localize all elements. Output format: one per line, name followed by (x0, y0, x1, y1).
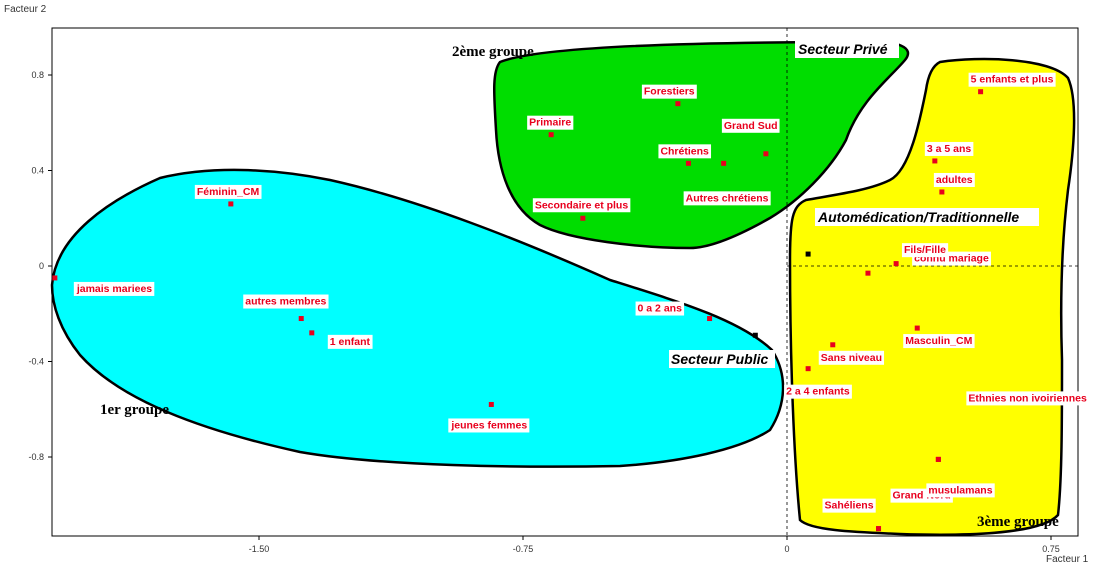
data-point-label: 0 a 2 ans (638, 303, 683, 315)
secteur-prive-label: Secteur Privé (798, 41, 888, 57)
data-point-label-bg (924, 141, 974, 156)
data-point-marker (893, 261, 899, 267)
data-point-label-bg (903, 334, 975, 349)
data-point-marker (580, 215, 586, 221)
data-points: Forestiers Primaire Grand Sud Chrétiens Autr… (52, 72, 1089, 532)
data-point-label-bg (658, 144, 712, 159)
data-point-label: autres membres (245, 296, 326, 308)
data-point-marker (805, 366, 811, 372)
data-point-label-bg (784, 384, 852, 399)
data-point-label-bg (926, 483, 995, 498)
data-point-label: Primaire (529, 117, 571, 129)
data-point-marker (914, 325, 920, 331)
data-point-marker (228, 201, 234, 207)
data-point-label: Fils/Fille (904, 244, 946, 256)
group-3-region (788, 57, 1076, 536)
data-point-label: 5 enfants et plus (971, 74, 1054, 86)
data-point-marker (675, 101, 681, 107)
data-point-marker (935, 456, 941, 462)
data-point-marker (932, 158, 938, 164)
data-point-marker (865, 270, 871, 276)
data-point-label-bg (822, 498, 876, 513)
group-2-label: 2ème groupe (452, 44, 534, 60)
data-point-label: adultes (936, 174, 973, 186)
data-point-marker (721, 160, 727, 166)
secteur-public-box: Secteur Public (669, 350, 775, 368)
data-point-label: Secondaire et plus (535, 199, 629, 211)
y-tick-label: -0.8 (28, 452, 44, 462)
data-point-marker (763, 151, 769, 157)
data-point-marker (309, 330, 315, 336)
data-point-marker (830, 342, 836, 348)
data-point-label: jeunes femmes (450, 419, 527, 431)
group-1-region (50, 168, 785, 468)
data-point-label: Ethnies non ivoiriennes (968, 392, 1087, 404)
automedication-label: Automédication/Traditionnelle (817, 209, 1019, 225)
x-tick-label: 0 (784, 544, 789, 554)
data-point-label: Grand Sud (724, 120, 778, 132)
data-point-label: jamais mariees (76, 283, 152, 295)
data-point-marker (805, 251, 811, 257)
data-point-label: Sans niveau (821, 352, 882, 364)
data-point-label: Sahéliens (825, 500, 874, 512)
data-point-marker (978, 89, 984, 95)
data-point-marker (752, 332, 758, 338)
data-point-label-bg (448, 418, 530, 433)
data-point-marker (939, 189, 945, 195)
data-point-label-bg (933, 172, 975, 187)
data-point-label-bg (327, 334, 373, 349)
data-point-label: Autres chrétiens (686, 192, 769, 204)
data-point-label: Masculin_CM (905, 335, 972, 347)
data-point-marker (685, 160, 691, 166)
data-point-marker (876, 526, 882, 532)
data-point-label-bg (683, 191, 771, 206)
y-tick-label: 0.8 (31, 70, 44, 80)
data-point-label-bg (73, 281, 155, 296)
data-point-label-bg (818, 350, 885, 365)
data-point-marker (488, 401, 494, 407)
group-3-label: 3ème groupe (977, 514, 1059, 530)
data-point-label: 1 enfant (330, 336, 371, 348)
x-axis-label: Facteur 1 (1046, 554, 1089, 565)
data-point-label: musulamans (928, 484, 992, 496)
data-point-marker (707, 316, 713, 322)
x-tick-label: -0.75 (513, 544, 534, 554)
data-point-label: 3 a 5 ans (927, 143, 972, 155)
x-tick-label: -1.50 (249, 544, 270, 554)
data-point-label-bg (968, 72, 1056, 87)
data-point-label: 2 a 4 enfants (786, 386, 850, 398)
y-tick-label: -0.4 (28, 357, 44, 367)
data-point-label-bg (243, 294, 329, 309)
secteur-prive-box: Secteur Privé (795, 40, 899, 58)
y-axis-label: Facteur 2 (4, 4, 47, 15)
axis-ticks: -1.50 -0.75 0 0.75 0.8 0.4 0 -0.4 -0.8 (28, 70, 1059, 554)
data-point-label: Chrétiens (660, 145, 709, 157)
data-point-marker (298, 316, 304, 322)
data-point-label-bg (901, 243, 949, 258)
data-point-label-bg (635, 301, 685, 316)
data-point-label: Forestiers (644, 86, 695, 98)
data-point-marker (52, 275, 58, 281)
secteur-public-label: Secteur Public (671, 351, 768, 367)
group-1-label: 1er groupe (100, 402, 169, 418)
data-point-label-bg (532, 198, 631, 213)
data-point-label-bg (721, 118, 780, 133)
data-point-label: Féminin_CM (197, 186, 260, 198)
data-point-marker (548, 132, 554, 138)
data-point-label-bg (194, 184, 262, 199)
y-tick-label: 0.4 (31, 166, 44, 176)
data-point-label-bg (527, 115, 574, 130)
automedication-box: Automédication/Traditionnelle (815, 208, 1039, 226)
data-point-label-bg (641, 84, 697, 99)
data-point-label-bg (966, 391, 1089, 406)
x-tick-label: 0.75 (1042, 544, 1060, 554)
y-tick-label: 0 (39, 261, 44, 271)
